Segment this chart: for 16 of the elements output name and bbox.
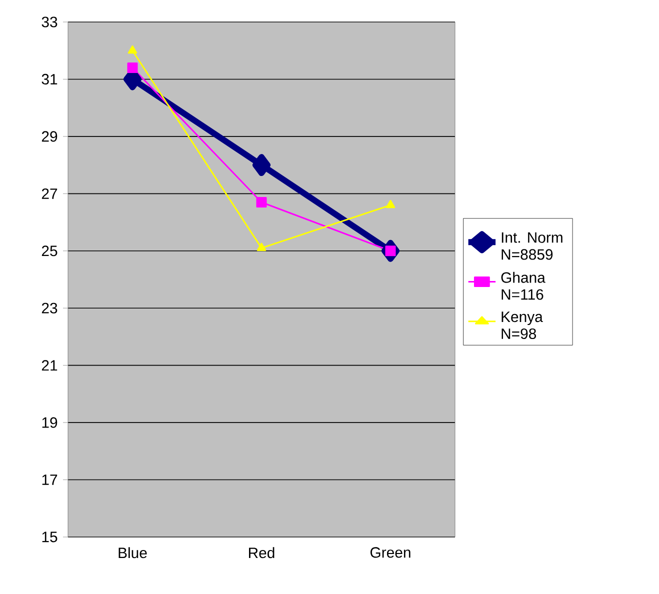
y-tick-label: 25 [42,246,58,256]
y-tick-label: 15 [42,532,58,542]
legend-label: Kenya N=98 [502,312,543,340]
y-tick-label: 33 [42,16,58,28]
y-tick-label: 31 [42,74,58,85]
x-tick-label: Red [249,547,274,558]
y-tick-label: 21 [42,360,58,371]
y-tick-label: 19 [42,417,58,428]
x-tick-label: Blue [118,547,147,558]
y-tick-label: 27 [42,188,58,199]
legend-label: Ghana N=116 [501,272,546,300]
legend-label: Int. Norm N=8859 [502,232,562,260]
x-tick-label: Green [370,547,410,558]
y-tick-label: 23 [42,302,58,314]
y-tick-label: 17 [42,474,58,485]
y-tick-label: 29 [42,131,58,142]
